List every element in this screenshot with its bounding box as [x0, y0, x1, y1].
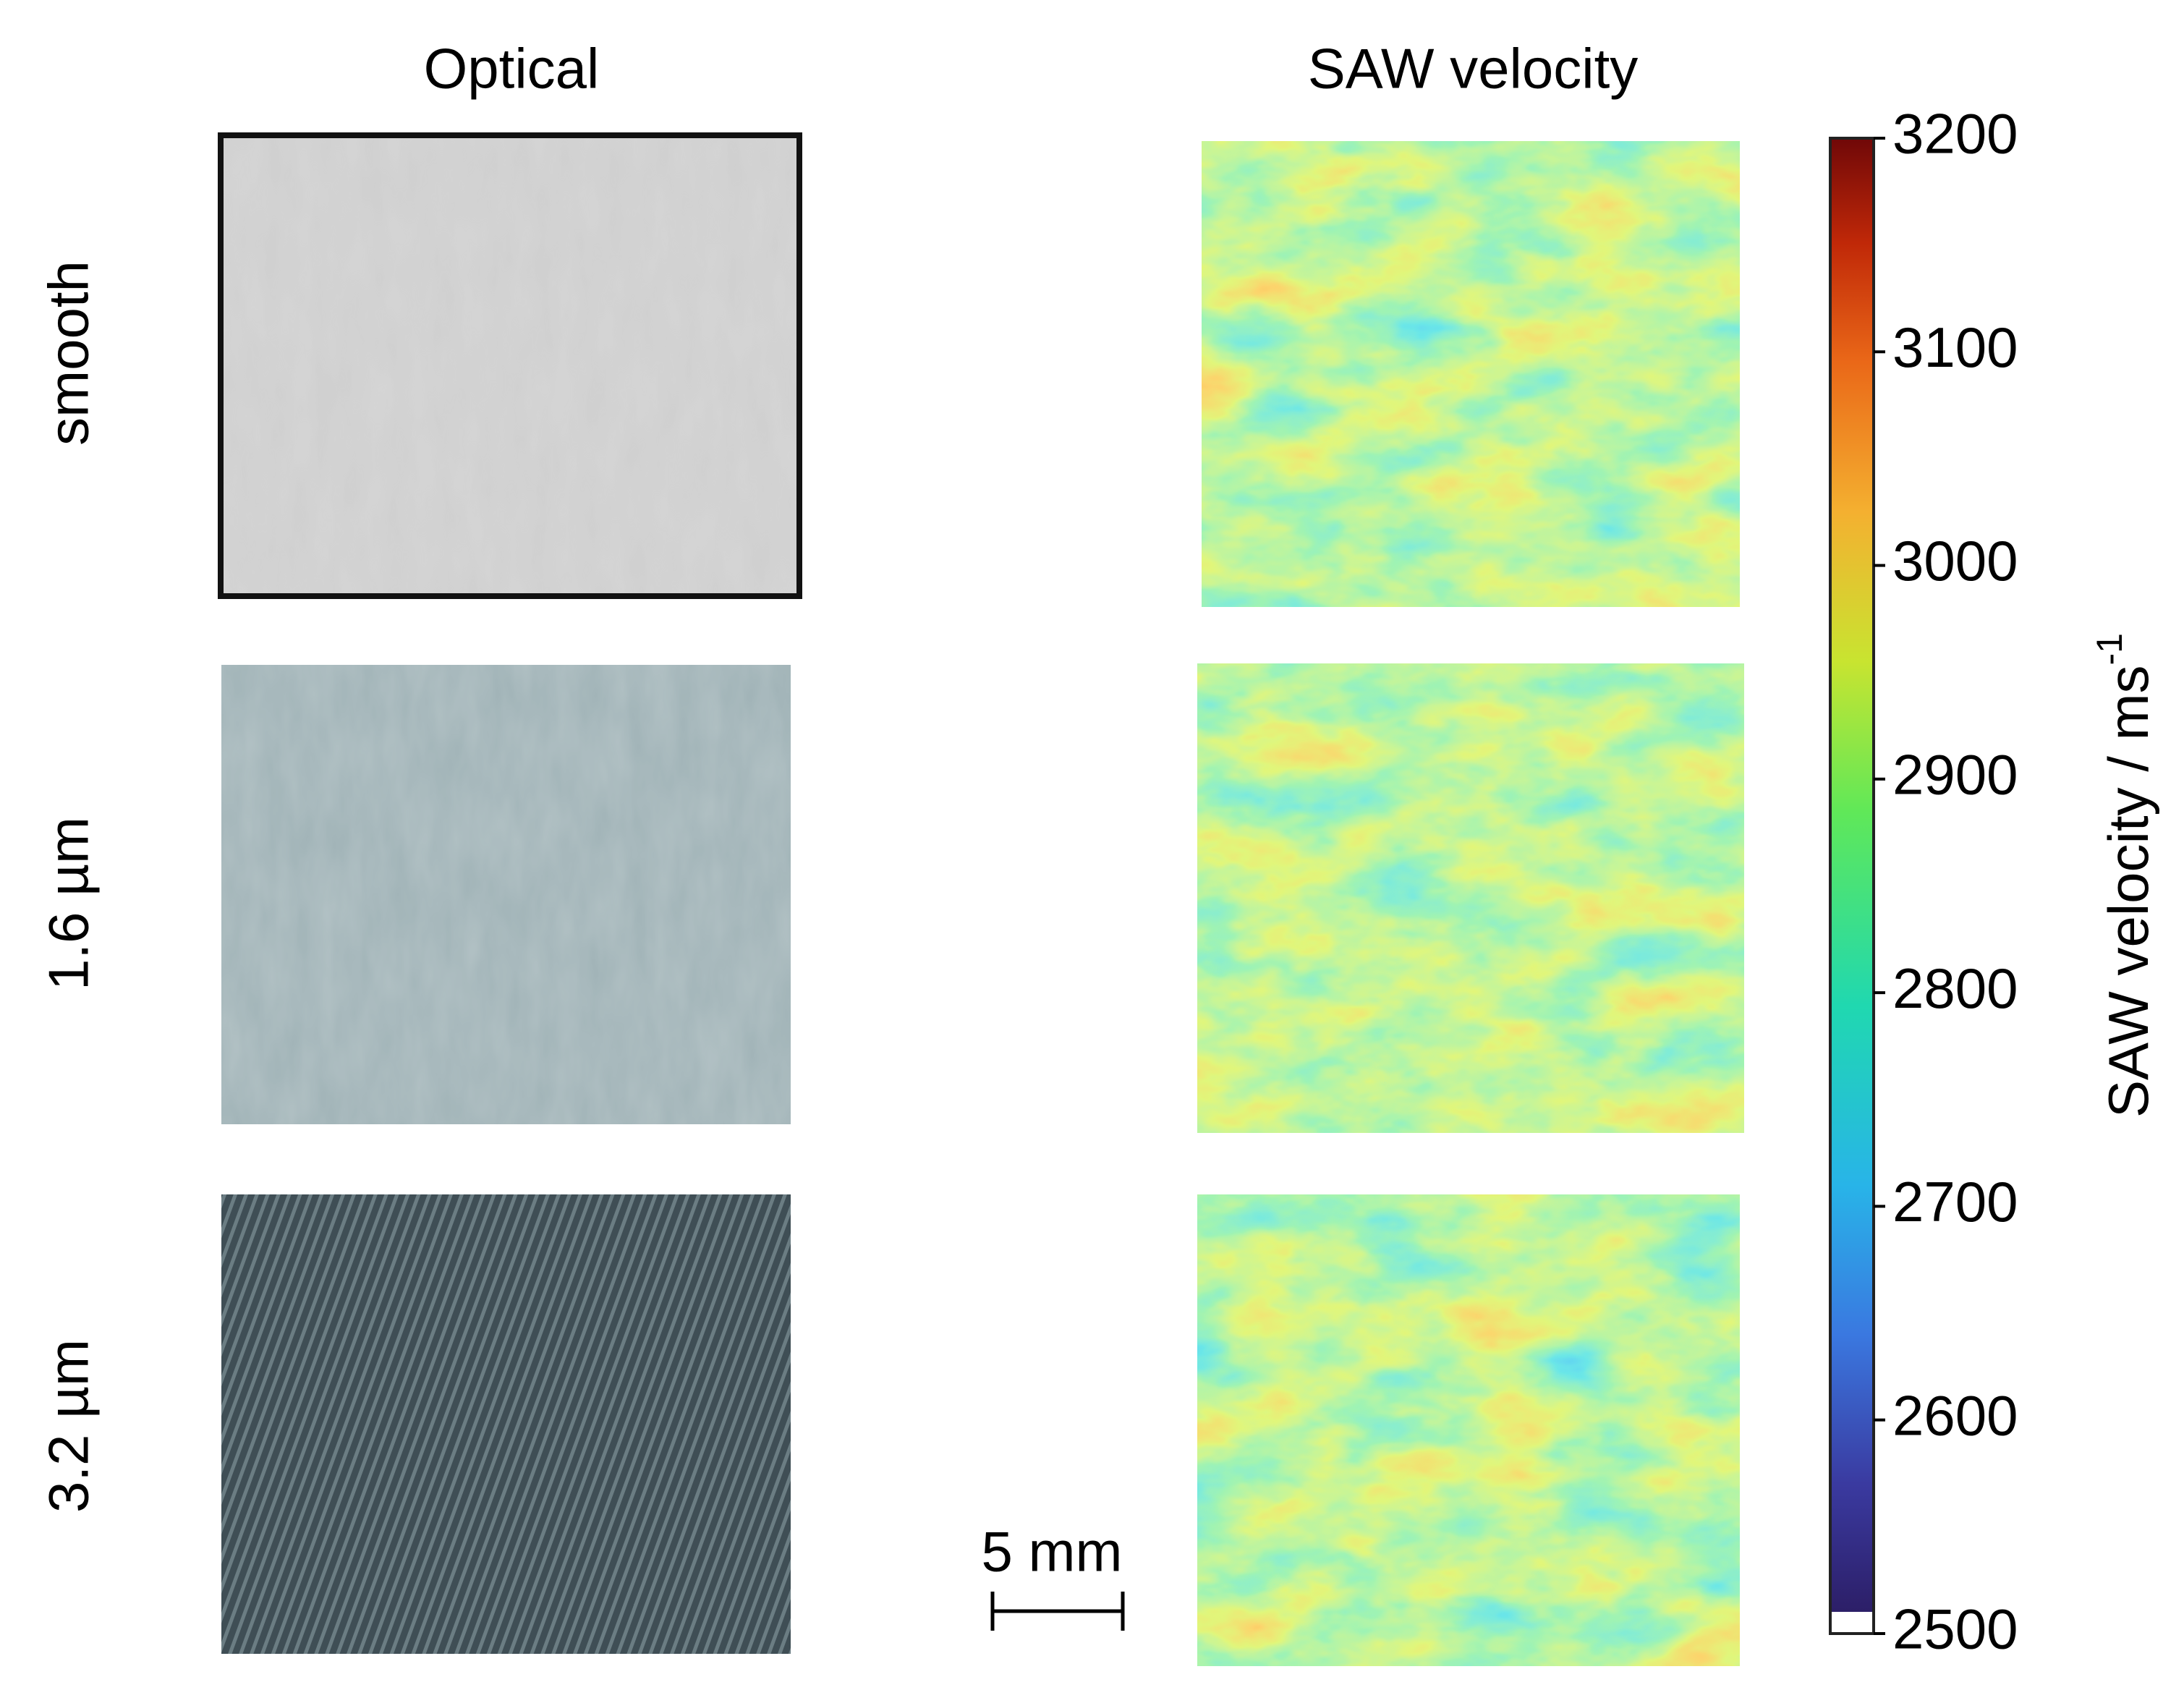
optical-texture: [224, 138, 796, 593]
colorbar-tick-label: 2600: [1892, 1383, 2018, 1447]
optical-shade: [221, 1194, 791, 1654]
colorbar-tick-label: 2900: [1892, 742, 2018, 806]
colorbar-label: SAW velocity / ms-1: [2089, 633, 2159, 1118]
colorbar-tick-label: 3100: [1892, 315, 2018, 379]
colorbar-tick-label: 3000: [1892, 529, 2018, 593]
saw-map: [1197, 1194, 1740, 1666]
colorbar-label-text: SAW velocity / ms: [2096, 665, 2160, 1118]
saw-map: [1197, 663, 1744, 1133]
colorbar-under: [1830, 1612, 1874, 1634]
colorbar-tick-label: 2700: [1892, 1170, 2018, 1233]
optical-image: [221, 1194, 791, 1654]
row-label: smooth: [37, 260, 101, 446]
scale-bar-label: 5 mm: [982, 1520, 1123, 1584]
colorbar-tick-label: 2800: [1892, 956, 2018, 1020]
row-label: 1.6 µm: [37, 817, 101, 990]
colorbar-ticks: 2500 2600 2700 2800 2900 3000 3100 3200: [1874, 102, 2018, 1661]
colorbar-tick-label: 2500: [1892, 1597, 2018, 1661]
scale-bar: [990, 1592, 1125, 1631]
row-label: 3.2 µm: [37, 1339, 101, 1513]
colorbar-tick-label: 3200: [1892, 102, 2018, 166]
column-title: Optical: [424, 37, 600, 101]
colorbar: [1830, 138, 1874, 1634]
saw-map: [1202, 141, 1740, 607]
colorbar-frame: [1829, 137, 1875, 1635]
optical-texture: [221, 665, 791, 1124]
colorbar-label-exponent: -1: [2089, 633, 2130, 665]
column-title: SAW velocity: [1308, 37, 1639, 101]
